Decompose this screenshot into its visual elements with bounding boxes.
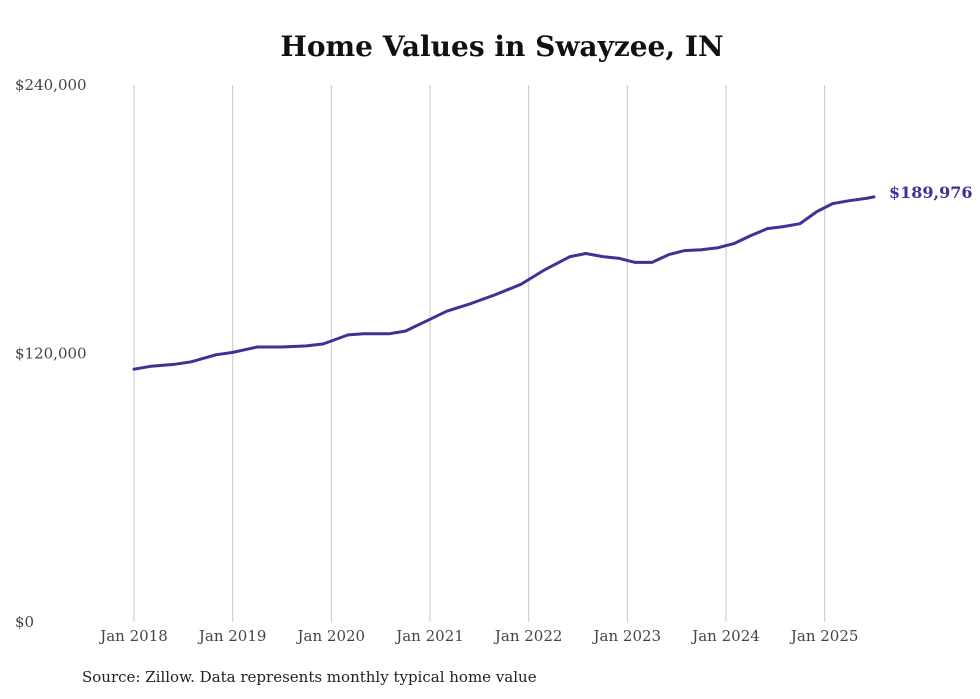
data-point [848,199,851,202]
data-point [667,253,670,256]
data-point [831,202,834,205]
x-axis-tick-labels: Jan 2018 Jan 2019 Jan 2020 Jan 2021 Jan 2022… [98,627,858,645]
data-point [544,268,547,271]
gridlines [133,85,826,622]
data-point [683,249,686,252]
data-point [618,257,621,260]
data-point [387,332,390,336]
data-point [568,255,572,258]
x-tick-label: Jan 2025 [789,627,859,645]
x-tick-label: Jan 2024 [690,627,760,645]
data-point [470,302,473,305]
y-axis-tick-labels: $0 $120,000 $240,000 [15,76,87,631]
data-point [766,227,769,230]
data-point [280,345,284,349]
y-tick-label: $0 [15,613,34,631]
data-point [650,261,654,264]
data-point [872,195,876,199]
data-point [584,252,588,255]
data-point [132,367,136,371]
series-line [132,195,876,371]
data-point [231,351,234,354]
data-point [732,242,736,245]
x-tick-label: Jan 2019 [197,627,267,645]
y-tick-label: $240,000 [15,76,87,94]
data-point [149,365,152,368]
series-layer: $189,976 [132,183,973,371]
source-note: Source: Zillow. Data represents monthly … [82,668,537,686]
data-point [749,234,752,237]
data-point [519,283,522,286]
x-tick-label: Jan 2022 [493,627,563,645]
data-point [322,342,325,346]
x-tick-label: Jan 2020 [296,627,366,645]
data-point [798,222,802,225]
data-point [716,246,720,249]
x-tick-label: Jan 2023 [592,627,662,645]
data-point [864,197,868,200]
data-point [190,360,193,363]
data-point [305,344,308,348]
data-point [174,363,177,366]
data-point [404,329,407,333]
data-point [601,255,604,258]
data-point [782,225,785,228]
data-point [700,248,703,251]
chart-title: Home Values in Swayzee, IN [280,30,724,63]
data-point [445,310,448,313]
x-tick-label: Jan 2021 [394,627,464,645]
y-tick-label: $120,000 [15,345,87,363]
end-value-label: $189,976 [889,183,973,202]
data-point [214,353,218,357]
data-point [362,332,366,336]
x-tick-label: Jan 2018 [98,627,168,645]
data-point [634,261,637,264]
data-point [346,333,350,337]
data-point [494,293,498,296]
data-point [256,345,259,349]
data-point [428,318,432,321]
data-point [815,210,818,213]
